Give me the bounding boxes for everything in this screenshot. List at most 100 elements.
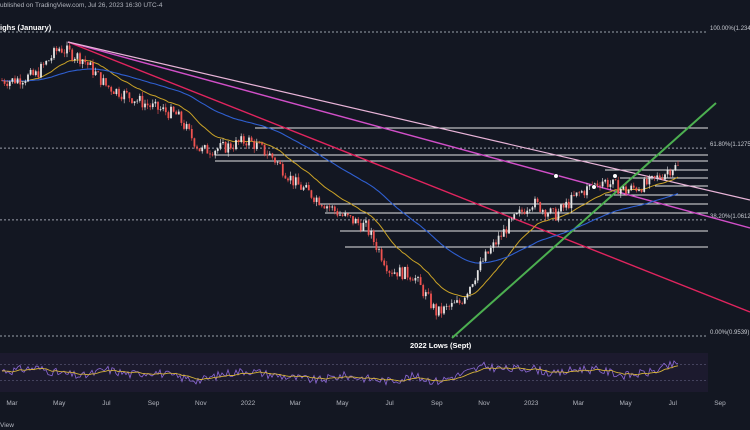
candle — [128, 92, 131, 103]
candle-body — [336, 210, 339, 216]
candle — [432, 302, 435, 310]
candle — [554, 206, 557, 221]
candle-body — [552, 208, 555, 210]
candle-body — [443, 306, 445, 314]
candle — [58, 46, 61, 53]
candle-body — [466, 293, 469, 298]
candle-body — [497, 235, 500, 245]
candle-body — [411, 279, 414, 281]
candle — [627, 188, 630, 194]
candle — [154, 99, 157, 108]
x-tick-label: Sep — [431, 400, 443, 407]
candle — [476, 269, 479, 284]
candle — [651, 175, 653, 180]
candle-body — [474, 280, 477, 285]
candle-body — [383, 260, 386, 266]
candle-body — [183, 122, 185, 129]
candle — [495, 239, 497, 247]
candle-body — [237, 140, 240, 142]
candle — [518, 206, 521, 217]
candle-body — [185, 124, 188, 129]
candle-body — [232, 148, 235, 150]
candle-body — [198, 148, 201, 152]
candle — [105, 77, 107, 87]
candle — [575, 192, 578, 198]
candle — [588, 184, 591, 190]
candle — [370, 227, 373, 239]
candle-body — [375, 242, 378, 250]
footer-view[interactable]: View — [0, 422, 14, 429]
candle — [513, 213, 516, 220]
candle-body — [307, 185, 310, 191]
candle-body — [40, 63, 42, 78]
candle-body — [359, 223, 362, 231]
candle-body — [463, 297, 466, 304]
candle-body — [635, 187, 638, 191]
candle-body — [302, 187, 305, 190]
candle-body — [19, 78, 22, 85]
candle-body — [349, 215, 352, 217]
candle-body — [141, 95, 144, 108]
candle — [318, 196, 321, 206]
candle-body — [133, 101, 136, 104]
candle — [612, 179, 614, 188]
downtrend-magenta — [67, 41, 750, 229]
x-tick-label: May — [336, 400, 349, 407]
candle-body — [671, 170, 674, 176]
candle-body — [664, 174, 666, 180]
candle-body — [346, 213, 349, 216]
candle — [60, 45, 63, 54]
candle-body — [385, 265, 388, 272]
candle — [521, 207, 523, 215]
candle — [544, 208, 547, 221]
candle-body — [547, 213, 549, 217]
candle-body — [505, 229, 508, 234]
candle — [146, 99, 149, 110]
candle-body — [92, 62, 94, 76]
candle-body — [138, 95, 141, 101]
candle — [469, 286, 471, 297]
candle-body — [435, 304, 438, 316]
candle-body — [211, 154, 214, 156]
candle-body — [68, 45, 71, 50]
candle — [206, 143, 209, 154]
candle — [601, 178, 604, 189]
candle — [531, 206, 534, 212]
candle-body — [492, 242, 495, 248]
x-tick-label: May — [619, 400, 632, 407]
candle-body — [188, 124, 191, 129]
candle — [422, 283, 425, 299]
candle-body — [107, 85, 110, 88]
candle-body — [643, 178, 646, 192]
x-tick-label: Sep — [714, 400, 726, 407]
x-tick-label: Sep — [148, 400, 160, 407]
candle-body — [370, 230, 373, 235]
candle — [120, 93, 123, 102]
candle — [500, 231, 503, 240]
x-tick-label: 2023 — [524, 400, 539, 407]
candle-body — [401, 267, 404, 280]
candle — [398, 264, 401, 277]
candle — [479, 257, 482, 273]
candle-body — [536, 198, 539, 203]
candle-body — [422, 285, 425, 297]
candle-body — [417, 277, 419, 278]
candle — [263, 144, 266, 157]
candle-body — [29, 69, 32, 75]
x-tick-label: Jul — [385, 400, 394, 407]
x-tick-label: Nov — [478, 400, 490, 407]
candle-body — [669, 170, 672, 176]
candle — [523, 208, 526, 215]
candle-body — [274, 157, 276, 163]
candle-body — [37, 71, 40, 78]
candle — [1, 78, 3, 82]
candle-body — [24, 81, 27, 83]
candle — [131, 97, 133, 104]
candle — [307, 181, 310, 191]
candle-body — [365, 220, 367, 223]
candle — [11, 78, 14, 84]
candle — [118, 86, 120, 99]
candle-body — [393, 272, 396, 274]
candle — [8, 80, 11, 90]
